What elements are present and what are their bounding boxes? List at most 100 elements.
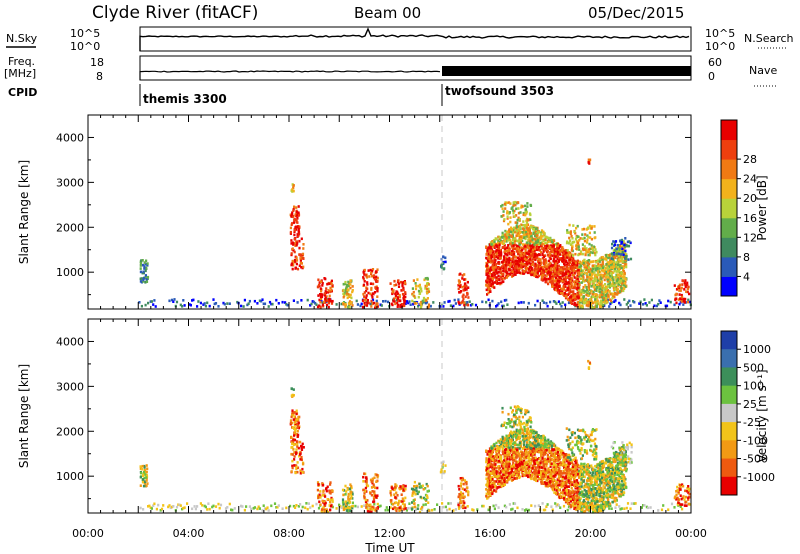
power-echo-cell: [138, 301, 141, 304]
power-echo-cell: [606, 278, 609, 281]
power-echo-cell: [498, 278, 501, 281]
power-echo-cell: [556, 264, 559, 268]
power-echo-cell: [591, 225, 594, 228]
velocity-echo-cell: [295, 433, 298, 436]
velocity-echo-cell: [347, 494, 350, 497]
power-echo-cell: [685, 283, 688, 287]
power-echo-cell: [591, 248, 595, 252]
power-echo-cell: [591, 292, 594, 296]
power-echo-cell: [521, 272, 524, 275]
power-echo-cell: [614, 285, 617, 289]
power-echo-cell: [495, 276, 498, 279]
power-echo-cell: [594, 298, 597, 301]
velocity-echo-cell: [398, 499, 401, 503]
power-echo-cell: [518, 231, 522, 234]
power-echo-cell: [518, 260, 521, 263]
power-echo-cell: [642, 303, 645, 306]
power-echo-cell: [396, 301, 399, 305]
power-echo-cell: [524, 208, 527, 212]
power-echo-cell: [585, 290, 589, 293]
velocity-echo-cell: [605, 483, 608, 487]
power-echo-cell: [293, 218, 296, 222]
power-echo-cell: [516, 221, 519, 225]
velocity-echo-cell: [150, 507, 153, 510]
power-echo-cell: [510, 257, 513, 261]
power-echo-cell: [542, 255, 546, 258]
power-echo-cell: [618, 281, 622, 284]
velocity-echo-cell: [461, 493, 464, 497]
velocity-echo-cell: [322, 506, 325, 509]
power-echo-cell: [587, 253, 590, 257]
power-echo-cell: [513, 226, 516, 230]
power-echo-cell: [542, 301, 545, 304]
power-echo-cell: [510, 265, 513, 269]
power-echo-cell: [567, 301, 571, 305]
power-echo-cell: [214, 302, 218, 305]
power-echo-cell: [599, 300, 602, 304]
power-echo-cell: [268, 300, 272, 304]
power-echo-cell: [522, 229, 525, 232]
power-echo-cell: [573, 240, 576, 244]
power-echo-cell: [581, 243, 584, 246]
power-echo-cell: [611, 242, 614, 246]
power-echo-cell: [402, 281, 405, 284]
velocity-echo-cell: [348, 501, 352, 504]
velocity-echo-cell: [368, 510, 371, 513]
power-echo-cell: [526, 252, 529, 256]
power-echo-cell: [578, 260, 581, 264]
power-echo-cell: [364, 299, 367, 302]
power-echo-cell: [459, 272, 462, 276]
power-echo-cell: [586, 234, 589, 237]
power-echo-cell: [298, 246, 301, 250]
velocity-echo-cell: [182, 506, 185, 510]
power-echo-cell: [622, 240, 625, 243]
velocity-echo-cell: [186, 502, 189, 505]
power-echo-cell: [418, 292, 422, 295]
velocity-echo-cell: [459, 505, 463, 508]
power-echo-cell: [504, 262, 507, 265]
velocity-echo-cell: [300, 458, 303, 462]
power-echo-cell: [600, 290, 603, 294]
power-echo-cell: [520, 256, 523, 260]
power-echo-cell: [261, 298, 264, 301]
velocity-echo-cell: [426, 494, 429, 498]
power-echo-cell: [496, 303, 499, 307]
power-echo-cell: [578, 248, 581, 251]
velocity-echo-cell: [301, 462, 305, 466]
velocity-echo-cell: [363, 472, 366, 475]
power-echo-cell: [603, 272, 606, 275]
power-echo-cell: [585, 285, 588, 289]
power-echo-cell: [606, 284, 609, 288]
power-echo-cell: [614, 252, 617, 256]
power-echo-cell: [629, 241, 632, 245]
power-echo-cell: [504, 263, 507, 267]
velocity-echo-cell: [370, 510, 373, 514]
power-echo-cell: [566, 240, 569, 244]
power-echo-cell: [297, 230, 300, 233]
power-echo-cell: [489, 278, 492, 282]
power-echo-cell: [569, 265, 572, 268]
power-echo-cell: [563, 282, 566, 285]
power-echo-cell: [323, 292, 326, 295]
power-echo-cell: [420, 300, 423, 304]
power-echo-cell: [686, 281, 689, 285]
power-echo-cell: [486, 284, 489, 288]
velocity-echo-cell: [536, 433, 539, 436]
power-echo-cell: [411, 299, 414, 303]
power-echo-cell: [575, 282, 578, 286]
power-echo-cell: [608, 254, 611, 257]
power-echo-cell: [683, 301, 687, 304]
velocity-echo-cell: [159, 509, 162, 512]
power-echo-cell: [590, 274, 593, 278]
power-echo-cell: [544, 262, 547, 266]
power-echo-cell: [487, 298, 490, 302]
power-echo-cell: [610, 266, 613, 269]
power-echo-cell: [571, 245, 574, 249]
velocity-echo-cell: [350, 496, 353, 500]
power-echo-cell: [289, 213, 292, 217]
power-echo-cell: [605, 299, 608, 302]
power-echo-cell: [591, 295, 594, 298]
power-echo-cell: [576, 235, 579, 238]
velocity-echo-cell: [413, 480, 416, 484]
velocity-echo-cell: [362, 480, 365, 483]
